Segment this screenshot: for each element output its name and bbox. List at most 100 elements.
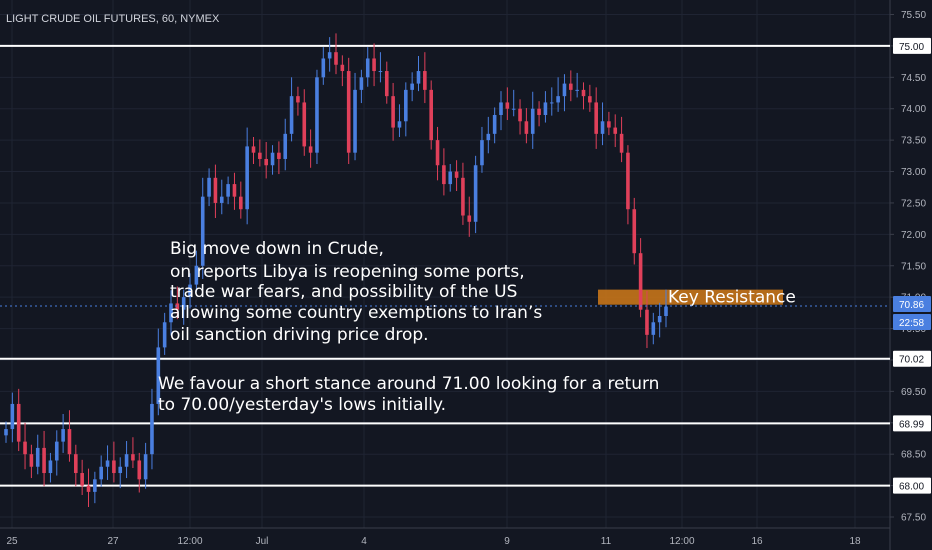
candle-body (270, 152, 275, 166)
level-badge-text: 75.00 (899, 42, 924, 53)
y-tick-label: 74.00 (901, 104, 926, 115)
price-badges: 70.02 68.99 68.00 75.00 70.86 22:58 (893, 37, 931, 494)
x-tick-label: 11 (601, 536, 612, 547)
level-badge-text: 68.99 (899, 419, 924, 430)
candle-body (664, 306, 668, 316)
candle-body (200, 196, 205, 266)
candle-body (124, 454, 129, 467)
resistance-zone: Key Resistance (598, 288, 796, 308)
resistance-zone-rect (598, 289, 783, 305)
annotation-line-2: on reports Libya is reopening some ports… (170, 262, 525, 282)
y-tick-label: 71.50 (901, 261, 926, 272)
candle-body (473, 165, 478, 222)
annotation-line-3: trade war fears, and possibility of the … (170, 282, 517, 302)
candle-body (569, 83, 573, 90)
candle-body (435, 140, 440, 166)
y-tick-label: 72.00 (901, 230, 926, 241)
candle-body (35, 447, 40, 467)
y-tick-label: 68.50 (901, 450, 926, 461)
candle-body (264, 158, 268, 166)
candle-body (378, 71, 383, 73)
candle-body (67, 429, 72, 455)
candle-body (226, 184, 230, 197)
candle-body (181, 297, 186, 310)
level-badge-bg (893, 350, 931, 367)
candle-body (321, 58, 326, 78)
candle-body (232, 184, 237, 197)
candle-body (461, 177, 465, 216)
candle-body (549, 102, 554, 104)
candle-body (283, 133, 288, 159)
candle-body (169, 303, 173, 323)
candle-body (397, 121, 402, 128)
candle-body (651, 322, 656, 335)
candle-body (530, 108, 535, 134)
x-tick-label: 18 (849, 536, 861, 547)
countdown-badge-text: 22:58 (899, 318, 924, 329)
candle-body (156, 347, 161, 404)
candle-body (213, 177, 218, 203)
x-tick-label: 12:00 (669, 536, 694, 547)
candle-body (607, 121, 611, 128)
candle-body (353, 89, 357, 153)
candle-body (4, 429, 8, 436)
candle-body (86, 485, 91, 492)
candle-body (346, 71, 351, 153)
candle-body (556, 96, 560, 103)
candle-body (600, 121, 605, 134)
candle-body (543, 102, 548, 115)
candle-body (511, 108, 516, 110)
candle-body (16, 403, 21, 442)
candle-body (61, 429, 65, 442)
candle-body (42, 447, 46, 474)
candle-body (219, 196, 224, 203)
candle-body (258, 152, 262, 159)
candle-body (29, 454, 34, 467)
candle-body (499, 102, 503, 115)
candle-body (277, 152, 281, 159)
candle-body (143, 454, 148, 480)
candle-body (245, 146, 249, 210)
candle-body (448, 171, 453, 185)
candle-body (296, 96, 300, 103)
y-tick-label: 72.50 (901, 198, 926, 209)
candle-body (480, 140, 484, 166)
candle-body (194, 265, 199, 285)
x-tick-label: 4 (361, 536, 367, 547)
x-tick-label: 25 (6, 536, 18, 547)
candle-body (492, 115, 497, 134)
x-tick-label: 27 (107, 536, 119, 547)
candle-body (359, 77, 364, 90)
annotation-line-7: to 70.00/yesterday's lows initially. (158, 395, 446, 415)
annotation-line-5: oil sanction driving price drop. (170, 325, 429, 345)
level-badge-bg (893, 37, 931, 54)
level-badge-bg (893, 415, 931, 432)
candle-body (486, 133, 491, 141)
candle-body (594, 102, 598, 134)
y-tick-label: 74.50 (901, 73, 926, 84)
annotation-line-1: Big move down in Crude, (170, 239, 384, 259)
x-tick-label: 12:00 (177, 536, 202, 547)
annotation-line-4: allowing some country exemptions to Iran… (170, 303, 542, 323)
candle-body (562, 83, 567, 97)
level-badge-text: 70.02 (899, 355, 924, 366)
candle-body (429, 89, 433, 141)
last-price-badge-text: 70.86 (899, 300, 924, 311)
chart-title: LIGHT CRUDE OIL FUTURES, 60, NYMEX (6, 13, 220, 25)
candle-body (575, 89, 579, 91)
candle-body (48, 460, 53, 474)
candle-body (391, 96, 395, 128)
candle-body (638, 253, 643, 310)
y-axis: 75.50 75.00 74.50 74.00 73.50 73.00 72.50 72.00… (890, 10, 926, 524)
candle-body (105, 460, 110, 467)
candle-body (188, 284, 192, 298)
candle-body (340, 64, 345, 72)
level-badge-text: 68.00 (899, 482, 924, 493)
candle-body (23, 441, 27, 455)
candle-body (150, 403, 154, 455)
candle-body (239, 196, 243, 210)
annotation-line-6: We favour a short stance around 71.00 lo… (158, 374, 659, 394)
resistance-zone-label: Key Resistance (668, 288, 796, 308)
horizontal-levels (0, 44, 890, 487)
